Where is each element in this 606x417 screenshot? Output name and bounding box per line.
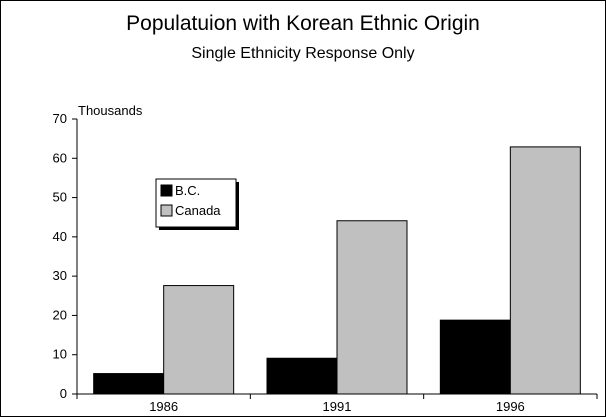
y-tick-label: 40 — [53, 229, 67, 244]
y-tick-label: 30 — [53, 268, 67, 283]
y-tick-label: 10 — [53, 347, 67, 362]
x-tick-label: 1991 — [323, 399, 352, 414]
y-axis-label: Thousands — [78, 103, 143, 118]
y-tick-label: 70 — [53, 111, 67, 126]
legend-label: Canada — [175, 203, 221, 218]
x-tick-label: 1986 — [149, 399, 178, 414]
y-tick-label: 20 — [53, 307, 67, 322]
y-tick-label: 50 — [53, 190, 67, 205]
y-tick-label: 0 — [60, 386, 67, 401]
chart-subtitle: Single Ethnicity Response Only — [191, 45, 414, 62]
bar-canada-1996 — [509, 146, 581, 395]
bar-canada-1986 — [163, 285, 235, 395]
legend-label: B.C. — [175, 183, 200, 198]
bar-bc-1996 — [439, 319, 511, 395]
legend-swatch — [160, 204, 173, 217]
bar-bc-1986 — [93, 373, 165, 395]
chart-title: Populatuion with Korean Ethnic Origin — [126, 12, 480, 35]
x-tick-label: 1996 — [496, 399, 525, 414]
bars — [93, 146, 581, 395]
bar-bc-1991 — [266, 357, 338, 395]
bar-canada-1991 — [336, 220, 408, 395]
legend: B.C. Canada — [155, 178, 239, 230]
legend-swatch — [160, 184, 173, 197]
axes: 0 10 20 30 40 50 60 70 1986 1991 1996 — [53, 111, 598, 414]
y-tick-label: 60 — [53, 150, 67, 165]
